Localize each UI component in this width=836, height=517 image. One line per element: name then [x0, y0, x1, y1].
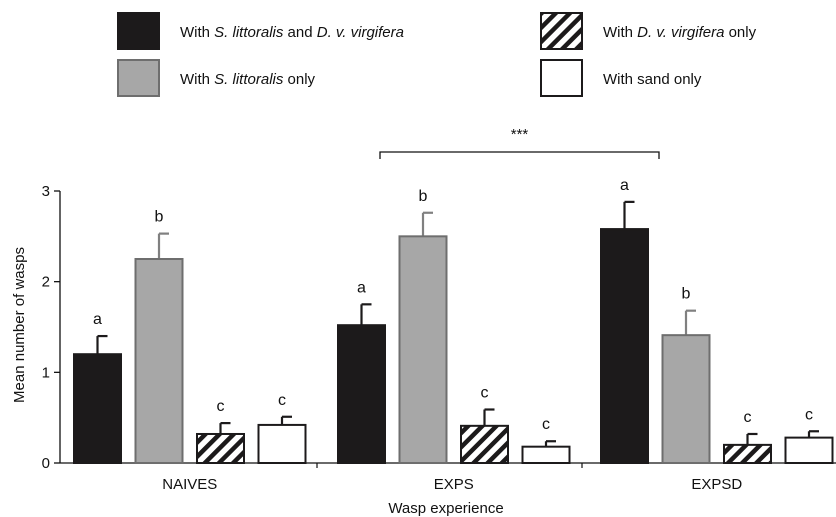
- significance-letter: b: [419, 188, 428, 205]
- bar: [723, 443, 772, 465]
- bar: [257, 423, 307, 465]
- x-tick-label: NAIVES: [162, 476, 217, 493]
- legend-item: With D. v. virgifera only: [540, 12, 757, 50]
- significance-letter: a: [357, 279, 366, 296]
- bar: [134, 258, 184, 464]
- y-axis-title: Mean number of wasps: [11, 247, 28, 403]
- legend: With S. littoralis and D. v. virgifera Wi…: [117, 12, 757, 97]
- legend-label: With D. v. virgifera only: [603, 24, 757, 41]
- plot-area: 0 1 2 3 NAIVES EXPS EXPSD a a a b b b c c c c c c ***: [42, 126, 836, 493]
- significance-letter: c: [542, 416, 550, 433]
- y-tick-label: 2: [42, 274, 50, 291]
- x-tick-label: EXPS: [434, 476, 474, 493]
- bar: [196, 432, 245, 464]
- significance-letter: c: [481, 385, 489, 402]
- y-tick-label: 3: [42, 183, 50, 200]
- legend-swatch: [117, 12, 160, 50]
- significance-bracket: [379, 151, 660, 159]
- significance-letter: c: [744, 409, 752, 426]
- significance-letter: a: [620, 177, 629, 194]
- bar: [600, 228, 649, 464]
- legend-swatch: [540, 59, 583, 97]
- x-axis-title: Wasp experience: [388, 500, 503, 517]
- legend-item: With S. littoralis and D. v. virgifera: [117, 12, 404, 50]
- significance-letter: b: [682, 286, 691, 303]
- legend-item: With S. littoralis only: [117, 59, 316, 97]
- legend-label: With S. littoralis and D. v. virgifera: [180, 24, 404, 41]
- legend-label: With S. littoralis only: [180, 71, 316, 88]
- legend-swatch: [540, 12, 583, 50]
- significance-letter: c: [278, 392, 286, 409]
- legend-label: With sand only: [603, 71, 702, 88]
- y-tick-label: 0: [42, 455, 50, 472]
- significance-stars: ***: [511, 126, 529, 143]
- y-tick-label: 1: [42, 364, 50, 381]
- bar: [460, 424, 509, 464]
- x-tick-label: EXPSD: [691, 476, 742, 493]
- bar: [784, 436, 834, 465]
- bar: [661, 334, 711, 464]
- legend-item: With sand only: [540, 59, 702, 97]
- significance-letter: c: [217, 398, 225, 415]
- significance-letter: a: [93, 311, 102, 328]
- significance-letter: b: [155, 209, 164, 226]
- significance-letter: c: [805, 406, 813, 423]
- bar: [73, 353, 122, 465]
- legend-swatch: [117, 59, 160, 97]
- bar: [521, 445, 571, 464]
- bar: [398, 235, 448, 464]
- bar: [337, 324, 386, 465]
